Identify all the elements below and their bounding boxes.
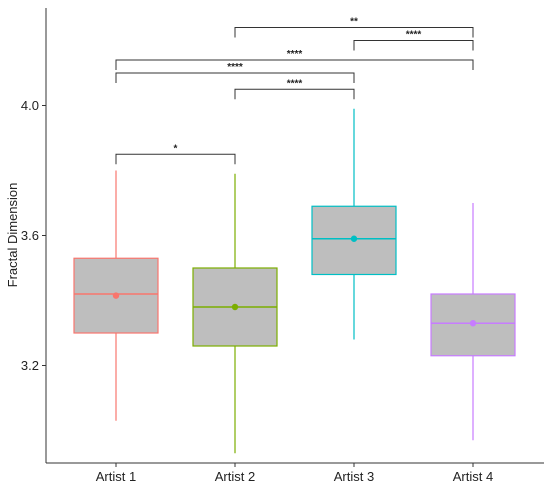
y-ticks: 3.2 3.6 4.0: [21, 98, 46, 373]
x-tick-label: Artist 3: [334, 469, 374, 484]
bracket: **: [234, 17, 474, 38]
bracket-line: [115, 72, 355, 83]
box-1: [73, 170, 159, 421]
y-tick-label: 3.2: [21, 358, 39, 373]
mean-point: [112, 292, 120, 299]
significance-label: ****: [287, 78, 303, 89]
significance-label: *: [174, 143, 178, 154]
x-tick-label: Artist 2: [215, 469, 255, 484]
significance-label: ****: [287, 49, 303, 60]
bracket-line: [234, 27, 474, 38]
boxes: [73, 108, 516, 454]
bracket-line: [115, 59, 474, 70]
box-2: [192, 173, 278, 454]
bracket: ****: [115, 62, 355, 83]
y-tick-label: 4.0: [21, 98, 39, 113]
bracket-line: [234, 88, 355, 100]
x-tick-label: Artist 1: [96, 469, 136, 484]
box-4: [430, 203, 516, 441]
x-tick-label: Artist 4: [453, 469, 493, 484]
y-axis-title: Fractal Dimension: [5, 183, 20, 288]
mean-point: [350, 235, 358, 242]
significance-label: ****: [406, 30, 422, 41]
x-ticks: Artist 1 Artist 2 Artist 3 Artist 4: [96, 463, 493, 484]
significance-label: **: [350, 17, 358, 28]
bracket: ****: [115, 49, 474, 70]
mean-point: [231, 303, 239, 311]
box-3: [311, 108, 397, 340]
mean-point: [469, 320, 477, 327]
bracket: *: [115, 143, 236, 165]
axes: [45, 8, 544, 464]
bracket: ****: [353, 30, 474, 51]
significance-label: ****: [227, 62, 243, 73]
bracket: ****: [234, 78, 355, 100]
significance-brackets: *******************: [115, 17, 474, 165]
bracket-line: [115, 153, 236, 165]
bracket-line: [353, 40, 474, 51]
y-tick-label: 3.6: [21, 228, 39, 243]
